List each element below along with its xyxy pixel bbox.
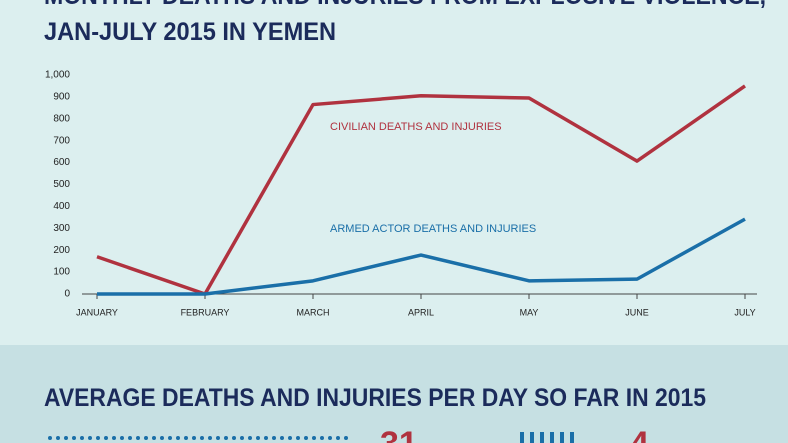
dot [336,436,340,440]
x-tick-label: MARCH [297,307,330,317]
dot [184,436,188,440]
dot [240,436,244,440]
y-tick-label: 500 [53,179,70,190]
series-label: CIVILIAN DEATHS AND INJURIES [330,121,502,133]
x-tick-label: JULY [734,307,755,317]
dot [200,436,204,440]
y-tick-label: 200 [53,245,70,256]
dot [256,436,260,440]
y-tick-label: 300 [53,223,70,234]
y-tick-label: 900 [53,92,70,103]
y-tick-label: 700 [53,135,70,146]
summary-background [0,345,788,443]
dot [64,436,68,440]
y-tick-label: 800 [53,113,70,124]
dot [296,436,300,440]
x-tick-label: APRIL [408,307,434,317]
dot [128,436,132,440]
dot [328,436,332,440]
dot [232,436,236,440]
series-line [97,217,746,296]
dot [248,436,252,440]
dot [120,436,124,440]
dot [88,436,92,440]
dot-row [48,436,348,440]
people-icons [520,432,574,443]
chart-title: JAN-JULY 2015 IN YEMEN [44,18,336,46]
civilian-per-day: 31 [380,425,418,443]
dot [264,436,268,440]
dot [320,436,324,440]
summary-title: AVERAGE DEATHS AND INJURIES PER DAY SO F… [44,384,706,412]
dot [280,436,284,440]
dot [136,436,140,440]
y-tick-label: 600 [53,157,70,168]
dot [160,436,164,440]
dot [304,436,308,440]
dot [48,436,52,440]
dot [96,436,100,440]
dot [344,436,348,440]
dot [192,436,196,440]
dot [56,436,60,440]
dot [104,436,108,440]
dot [208,436,212,440]
dot [272,436,276,440]
y-tick-label: 100 [53,267,70,278]
chart-title: MONTHLY DEATHS AND INJURIES FROM EXPLOSI… [44,0,766,10]
dot [72,436,76,440]
dot [288,436,292,440]
dot [80,436,84,440]
chart-background [0,0,788,345]
dot [312,436,316,440]
dot [144,436,148,440]
dot [176,436,180,440]
y-tick-label: 400 [53,201,70,212]
dot [112,436,116,440]
dot [152,436,156,440]
x-tick-label: FEBRUARY [181,307,230,317]
armed-per-day: 4 [630,425,649,443]
x-tick-label: JANUARY [76,307,118,317]
dot [224,436,228,440]
x-tick-label: MAY [520,307,539,317]
x-tick-label: JUNE [625,307,649,317]
y-tick-label: 1,000 [45,70,70,81]
dot [168,436,172,440]
dot [216,436,220,440]
y-tick-label: 0 [64,289,70,300]
series-label: ARMED ACTOR DEATHS AND INJURIES [330,223,536,235]
